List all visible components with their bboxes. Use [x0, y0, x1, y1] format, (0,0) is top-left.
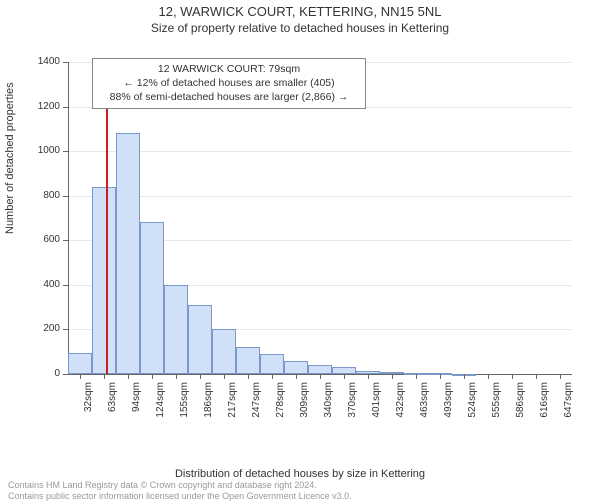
- x-tick: [464, 374, 465, 379]
- x-tick: [320, 374, 321, 379]
- y-tick-label: 400: [28, 279, 60, 290]
- x-axis-title: Distribution of detached houses by size …: [0, 468, 600, 480]
- info-box: 12 WARWICK COURT: 79sqm ← 12% of detache…: [92, 58, 366, 109]
- x-tick-label: 401sqm: [371, 382, 382, 432]
- x-tick: [200, 374, 201, 379]
- info-line-1: 12 WARWICK COURT: 79sqm: [99, 62, 359, 76]
- histogram-bar: [92, 187, 116, 374]
- histogram-bar: [260, 354, 284, 374]
- x-tick-label: 217sqm: [227, 382, 238, 432]
- footer-line-1: Contains HM Land Registry data © Crown c…: [8, 480, 592, 491]
- reference-line: [106, 62, 108, 374]
- y-tick-label: 800: [28, 190, 60, 201]
- x-tick-label: 463sqm: [419, 382, 430, 432]
- y-axis-line: [68, 62, 69, 374]
- histogram-bar: [308, 365, 332, 374]
- y-axis-title: Number of detached properties: [4, 82, 16, 234]
- x-tick-label: 340sqm: [323, 382, 334, 432]
- x-tick: [296, 374, 297, 379]
- x-tick: [560, 374, 561, 379]
- x-tick: [104, 374, 105, 379]
- footer: Contains HM Land Registry data © Crown c…: [8, 480, 592, 502]
- x-tick-label: 278sqm: [275, 382, 286, 432]
- x-tick: [488, 374, 489, 379]
- x-tick: [512, 374, 513, 379]
- x-tick-label: 370sqm: [347, 382, 358, 432]
- chart-title: 12, WARWICK COURT, KETTERING, NN15 5NL: [0, 4, 600, 19]
- histogram-bar: [188, 305, 212, 374]
- x-tick: [176, 374, 177, 379]
- chart-container: 12, WARWICK COURT, KETTERING, NN15 5NL S…: [0, 4, 600, 504]
- x-tick-label: 32sqm: [83, 382, 94, 432]
- x-tick: [416, 374, 417, 379]
- x-tick-label: 493sqm: [443, 382, 454, 432]
- info-line-3: 88% of semi-detached houses are larger (…: [99, 90, 359, 104]
- y-tick-label: 0: [28, 368, 60, 379]
- x-tick-label: 586sqm: [515, 382, 526, 432]
- x-tick: [368, 374, 369, 379]
- histogram-bar: [212, 329, 236, 374]
- plot-area: 020040060080010001200140032sqm63sqm94sqm…: [60, 54, 580, 424]
- y-tick-label: 1000: [28, 145, 60, 156]
- x-tick-label: 124sqm: [155, 382, 166, 432]
- x-tick: [248, 374, 249, 379]
- x-tick: [152, 374, 153, 379]
- chart-subtitle: Size of property relative to detached ho…: [0, 21, 600, 35]
- info-line-2: ← 12% of detached houses are smaller (40…: [99, 76, 359, 90]
- x-tick-label: 555sqm: [491, 382, 502, 432]
- x-tick: [344, 374, 345, 379]
- x-tick-label: 94sqm: [131, 382, 142, 432]
- histogram-bar: [284, 361, 308, 374]
- x-tick-label: 616sqm: [539, 382, 550, 432]
- histogram-bar: [332, 367, 356, 374]
- x-tick-label: 524sqm: [467, 382, 478, 432]
- y-tick-label: 1400: [28, 56, 60, 67]
- x-tick-label: 309sqm: [299, 382, 310, 432]
- histogram-bar: [236, 347, 260, 374]
- x-tick-label: 63sqm: [107, 382, 118, 432]
- gridline: [68, 151, 572, 152]
- histogram-bar: [116, 133, 140, 374]
- x-tick: [536, 374, 537, 379]
- x-tick-label: 432sqm: [395, 382, 406, 432]
- x-tick: [224, 374, 225, 379]
- histogram-bar: [140, 222, 164, 374]
- y-tick-label: 200: [28, 323, 60, 334]
- x-tick: [80, 374, 81, 379]
- x-tick-label: 155sqm: [179, 382, 190, 432]
- y-tick-label: 600: [28, 234, 60, 245]
- x-tick: [440, 374, 441, 379]
- histogram-bar: [68, 353, 92, 374]
- footer-line-2: Contains public sector information licen…: [8, 491, 592, 502]
- x-tick: [128, 374, 129, 379]
- x-tick-label: 186sqm: [203, 382, 214, 432]
- x-tick-label: 647sqm: [563, 382, 574, 432]
- x-tick-label: 247sqm: [251, 382, 262, 432]
- x-tick: [272, 374, 273, 379]
- x-tick: [392, 374, 393, 379]
- gridline: [68, 196, 572, 197]
- y-tick-label: 1200: [28, 101, 60, 112]
- histogram-bar: [164, 285, 188, 374]
